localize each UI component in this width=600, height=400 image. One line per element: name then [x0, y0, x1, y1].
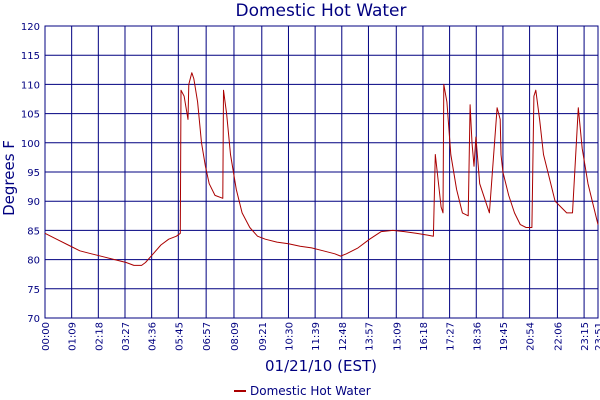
y-tick-label: 100	[21, 139, 40, 150]
x-axis-label: 01/21/10 (EST)	[265, 357, 377, 375]
grid-layer	[44, 25, 599, 319]
y-tick-label: 85	[27, 226, 40, 237]
x-tick-label: 22:06	[553, 322, 564, 351]
chart-title: Domestic Hot Water	[235, 1, 406, 21]
y-tick-labels: 70 75 80 85 90 95 100 105 110 115 120	[21, 22, 40, 325]
x-tick-label: 16:18	[419, 322, 430, 351]
y-tick-label: 70	[27, 314, 40, 325]
x-tick-label: 12:48	[338, 322, 349, 351]
x-tick-labels: 00:00 01:09 02:18 03:27 04:36 05:45 06:57 08:09…	[41, 322, 600, 351]
x-tick-label: 03:27	[121, 322, 132, 351]
x-tick-label: 15:09	[392, 322, 403, 351]
x-tick-label: 05:45	[174, 322, 185, 351]
series-line	[44, 72, 599, 266]
x-tick-label: 23:51	[594, 322, 600, 351]
x-tick-label: 19:45	[499, 322, 510, 351]
legend-entry: Domestic Hot Water	[250, 384, 371, 398]
y-tick-label: 90	[27, 197, 40, 208]
x-tick-label: 11:39	[311, 322, 322, 351]
y-tick-label: 105	[21, 110, 40, 121]
x-tick-label: 04:36	[148, 322, 159, 351]
series-layer	[44, 72, 599, 266]
x-tick-label: 00:00	[41, 322, 52, 351]
x-tick-label: 10:30	[284, 322, 295, 351]
y-tick-label: 110	[21, 80, 40, 91]
legend: Domestic Hot Water	[234, 384, 371, 398]
y-tick-label: 80	[27, 256, 40, 267]
y-tick-label: 75	[27, 285, 40, 296]
x-tick-label: 18:36	[472, 322, 483, 351]
y-tick-label: 115	[21, 51, 40, 62]
y-axis-label: Degrees F	[0, 140, 18, 216]
x-tick-label: 23:15	[580, 322, 591, 351]
x-tick-label: 17:27	[446, 322, 457, 351]
x-tick-label: 02:18	[94, 322, 105, 351]
x-tick-label: 01:09	[68, 322, 79, 351]
x-tick-label: 08:09	[230, 322, 241, 351]
x-tick-label: 13:57	[364, 322, 375, 351]
y-tick-label: 120	[21, 22, 40, 33]
x-tick-label: 20:54	[526, 322, 537, 351]
x-tick-label: 06:57	[202, 322, 213, 351]
x-tick-label: 09:21	[258, 322, 269, 351]
y-tick-label: 95	[27, 168, 40, 179]
